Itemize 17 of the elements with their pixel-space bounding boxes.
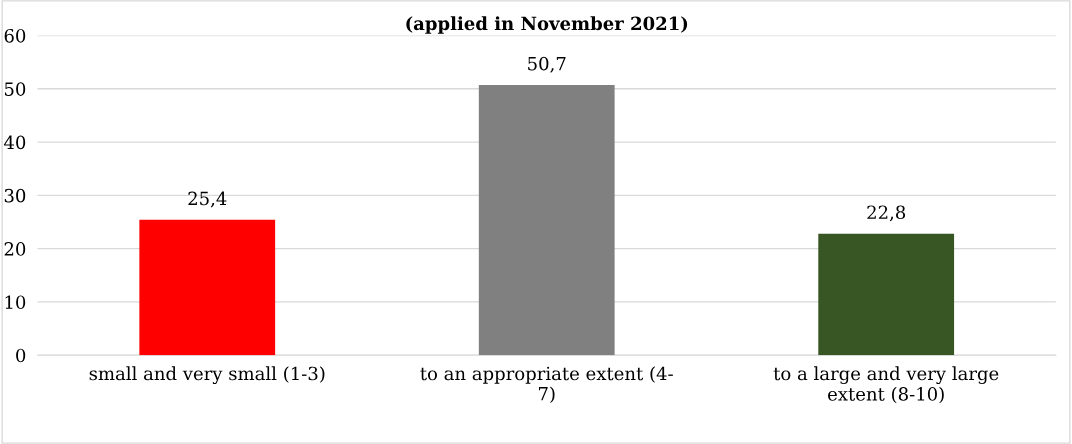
x-tick-label: to a large and very large extent (8-10) xyxy=(773,366,999,404)
data-label: 25,4 xyxy=(188,191,227,208)
bar xyxy=(818,233,955,356)
y-tick-label: 0 xyxy=(16,348,26,363)
bar xyxy=(139,219,276,356)
y-tick-label: 40 xyxy=(3,135,26,150)
y-tick-label: 20 xyxy=(4,242,26,256)
y-tick-label: 60 xyxy=(4,28,26,43)
x-tick-label: small and very small (1-3) xyxy=(89,366,325,385)
y-tick-label: 50 xyxy=(4,82,26,96)
data-label: 22,8 xyxy=(867,205,906,222)
x-tick-label: to an appropriate extent (4- 7) xyxy=(420,366,673,404)
y-tick-label: 30 xyxy=(4,188,26,203)
chart-title: (applied in November 2021) xyxy=(406,16,688,34)
bar xyxy=(478,85,615,356)
y-tick-label: 10 xyxy=(5,295,26,310)
data-label: 50,7 xyxy=(528,56,566,73)
